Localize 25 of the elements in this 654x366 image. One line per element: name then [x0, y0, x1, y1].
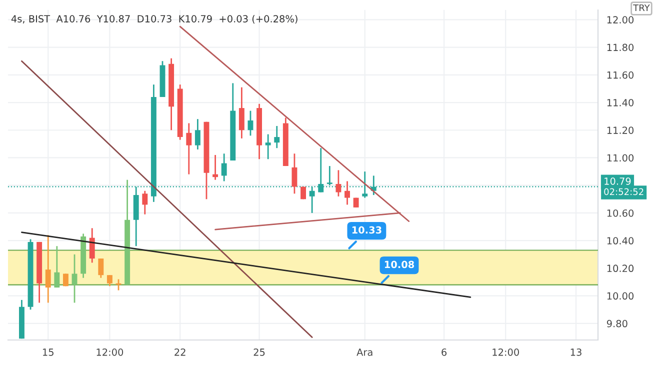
annotation: 10.33	[352, 226, 382, 234]
y-tick-label: 10.40	[607, 237, 634, 244]
x-tick-label: 15	[43, 348, 54, 356]
chart-title: 4s, BIST A10.76 Y10.87 D10.73 K10.79 +0.03 (+0.28%)	[11, 14, 298, 24]
x-tick-label: 22	[174, 348, 186, 356]
x-tick-label: 6	[442, 348, 447, 356]
y-tick-label: 10.00	[607, 292, 634, 300]
x-tick-label: 25	[254, 348, 265, 356]
x-tick-label: Ara	[356, 348, 372, 356]
x-tick-label: 12:00	[96, 348, 124, 356]
x-tick-label: 13	[570, 348, 582, 356]
y-tick-label: 11.00	[607, 154, 634, 162]
y-tick-label: 9.80	[606, 320, 628, 328]
y-tick-label: 12.00	[607, 16, 634, 24]
y-tick-label: 11.60	[607, 71, 634, 79]
x-tick-label: 12:00	[492, 348, 519, 356]
y-tick-label: 10.60	[607, 209, 634, 217]
text: 02:52:52	[604, 188, 644, 196]
text: TRY	[633, 4, 650, 12]
y-tick-label: 11.40	[607, 98, 634, 106]
y-tick-label: 10.20	[607, 264, 634, 272]
ref-line-label: 10.79	[604, 178, 631, 185]
y-tick-label: 11.20	[607, 126, 634, 134]
y-tick-label: 11.80	[607, 44, 634, 52]
annotation: 10.08	[384, 260, 414, 268]
